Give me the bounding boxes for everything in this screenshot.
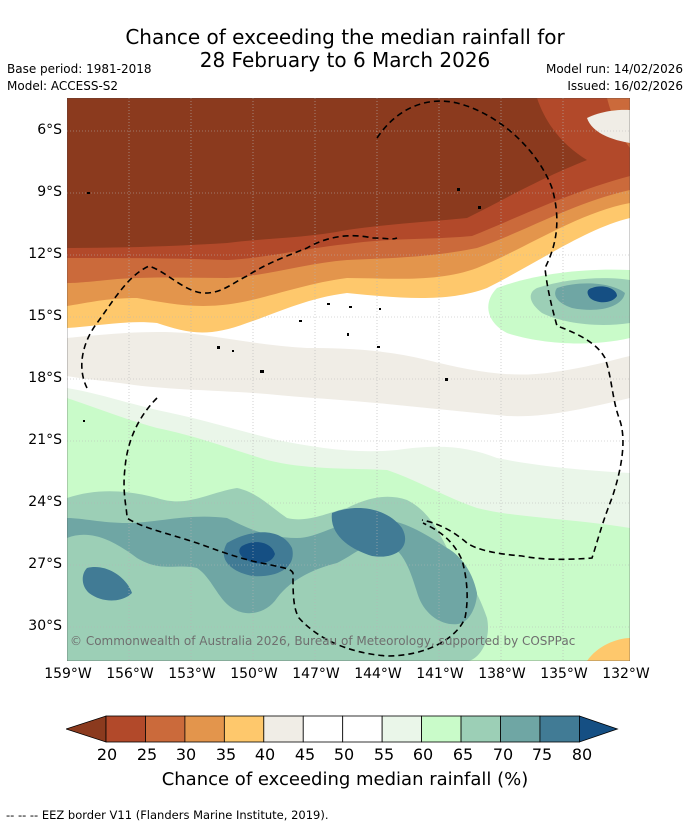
legend-tick-65: 65 xyxy=(452,745,474,764)
legend-tick-70: 70 xyxy=(492,745,514,764)
legend-tick-30: 30 xyxy=(175,745,197,764)
map-gridlines xyxy=(67,98,630,661)
lon-label-153w: 153°W xyxy=(168,666,216,682)
copyright-notice: © Commonwealth of Australia 2026, Bureau… xyxy=(70,634,575,648)
legend-swatch xyxy=(500,715,541,743)
legend-tick-40: 40 xyxy=(254,745,276,764)
lat-label-30s: 30°S xyxy=(28,618,62,634)
legend-swatch xyxy=(263,715,304,743)
legend-swatch xyxy=(342,715,383,743)
map-title-line1: Chance of exceeding the median rainfall … xyxy=(125,25,565,49)
legend-tick-35: 35 xyxy=(215,745,237,764)
legend-swatch xyxy=(105,715,146,743)
lon-label-159w: 159°W xyxy=(44,666,92,682)
lon-label-144w: 144°W xyxy=(354,666,402,682)
eez-border-kiribati-line xyxy=(376,100,624,561)
island-markers xyxy=(83,188,481,422)
legend-swatch xyxy=(302,715,344,743)
lat-label-12s: 12°S xyxy=(28,246,62,262)
lon-label-141w: 141°W xyxy=(416,666,464,682)
legend-swatch xyxy=(145,715,186,743)
model-run-date: Model run: 14/02/2026 xyxy=(545,62,683,76)
legend-tick-60: 60 xyxy=(412,745,434,764)
dry-patch-bottom-right xyxy=(587,638,630,661)
legend-title: Chance of exceeding median rainfall (%) xyxy=(161,769,529,790)
lat-label-6s: 6°S xyxy=(37,122,62,138)
map-title-line2: 28 February to 6 March 2026 xyxy=(199,48,491,72)
lat-label-18s: 18°S xyxy=(28,370,62,386)
legend-swatch xyxy=(460,715,501,743)
legend-tick-80: 80 xyxy=(571,745,593,764)
issued-date: Issued: 16/02/2026 xyxy=(567,79,683,93)
legend-tick-55: 55 xyxy=(373,745,395,764)
lon-label-132w: 132°W xyxy=(602,666,650,682)
legend-arrow-high xyxy=(579,715,619,743)
eez-border-french-polynesia xyxy=(81,234,398,389)
legend-tick-45: 45 xyxy=(294,745,316,764)
legend-swatch xyxy=(223,715,265,743)
legend-swatch xyxy=(184,715,225,743)
lon-label-150w: 150°W xyxy=(230,666,278,682)
lat-label-21s: 21°S xyxy=(28,432,62,448)
dry-patch-top-right xyxy=(587,109,630,143)
legend-tick-25: 25 xyxy=(136,745,158,764)
legend-swatch xyxy=(421,715,462,743)
rainfall-probability-map: © Commonwealth of Australia 2026, Bureau… xyxy=(67,98,630,661)
lat-label-27s: 27°S xyxy=(28,556,62,572)
eez-border-cook-islands xyxy=(123,397,468,657)
lon-label-135w: 135°W xyxy=(540,666,588,682)
legend-swatch xyxy=(539,715,580,743)
legend-colorbar xyxy=(66,715,619,743)
dry-zone-below-20 xyxy=(67,98,587,248)
neutral-band-45 xyxy=(67,331,630,417)
lon-label-156w: 156°W xyxy=(106,666,154,682)
eez-borders xyxy=(81,100,624,657)
lat-label-15s: 15°S xyxy=(28,308,62,324)
legend-tick-50: 50 xyxy=(333,745,355,764)
legend-tick-75: 75 xyxy=(531,745,553,764)
legend-arrow-low xyxy=(66,715,107,743)
eez-footnote: -- -- -- EEZ border V11 (Flanders Marine… xyxy=(6,808,329,822)
legend-swatch xyxy=(381,715,422,743)
lat-label-24s: 24°S xyxy=(28,494,62,510)
model-name: Model: ACCESS-S2 xyxy=(7,79,119,93)
base-period: Base period: 1981-2018 xyxy=(7,62,152,76)
legend-tick-20: 20 xyxy=(96,745,118,764)
lon-label-138w: 138°W xyxy=(478,666,526,682)
lon-label-147w: 147°W xyxy=(292,666,340,682)
legend-swatches xyxy=(66,715,619,743)
lat-label-9s: 9°S xyxy=(37,184,62,200)
